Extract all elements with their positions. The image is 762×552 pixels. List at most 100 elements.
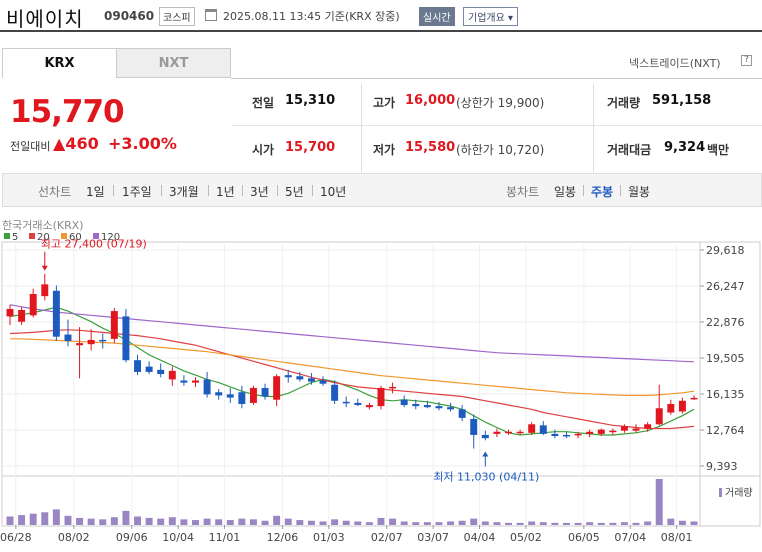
nextrade-label: 넥스트레이드(NXT) <box>629 57 721 70</box>
candle-body <box>168 370 176 380</box>
stock-header <box>0 0 762 32</box>
volume-bar <box>134 516 142 525</box>
stat-row-divider <box>232 125 762 126</box>
stat-divider <box>361 84 362 128</box>
open-label: 시가 <box>252 143 275 157</box>
x-tick-label: 05/02 <box>510 531 542 544</box>
y-tick-label: 16,135 <box>706 388 745 401</box>
high-label: 고가 <box>373 96 396 110</box>
ma-legend: 5 20 60 120 <box>4 232 120 243</box>
volume-bar <box>122 510 130 525</box>
toolbar-separator <box>583 185 584 196</box>
candle-body <box>354 402 362 406</box>
volume-bar <box>76 517 84 525</box>
period-1y[interactable]: 1년 <box>216 185 235 199</box>
legend-label: 5 <box>12 232 18 243</box>
company-overview-dropdown[interactable]: 기업개요 ▾ <box>463 7 518 26</box>
candle-body <box>215 392 223 396</box>
candle-body <box>284 375 292 378</box>
period-1d[interactable]: 1일 <box>86 185 105 199</box>
realtime-button[interactable]: 실시간 <box>419 7 455 26</box>
tab-nxt[interactable]: NXT <box>116 48 231 78</box>
volume-bar <box>203 518 211 525</box>
toolbar-separator <box>113 185 114 196</box>
legend-swatch <box>93 233 99 239</box>
volume-bar <box>423 522 431 525</box>
volume-value: 591,158 <box>652 93 712 108</box>
low-annotation: 최저 11,030 (04/11) <box>433 471 539 484</box>
ma-line-20 <box>9 329 695 430</box>
candle-body <box>87 339 95 345</box>
volume-bar <box>273 515 281 525</box>
volume-bar <box>551 522 559 525</box>
low-label: 저가 <box>373 143 396 157</box>
period-5y[interactable]: 5년 <box>285 185 304 199</box>
y-tick-label: 19,505 <box>706 352 745 365</box>
stock-code: 090460 <box>104 9 155 23</box>
x-tick-label: 10/04 <box>162 531 194 544</box>
ma-line-60 <box>10 338 695 396</box>
period-3m[interactable]: 3개월 <box>169 185 199 199</box>
candle-daily[interactable]: 일봉 <box>554 185 577 199</box>
candle-body <box>667 403 675 413</box>
tab-krx[interactable]: KRX <box>2 48 117 78</box>
toolbar-separator <box>242 185 243 196</box>
volume-bar <box>168 517 176 525</box>
chart-toolbar <box>2 173 762 207</box>
toolbar-separator <box>277 185 278 196</box>
stock-chart: 한국거래소(KRX) 5 20 60 120 최고 27,400 (07/19) 최저 … <box>0 219 761 544</box>
y-tick-label: 22,876 <box>706 316 745 329</box>
x-tick-label: 06/28 <box>0 531 32 544</box>
candle-body <box>203 379 211 395</box>
volume-bar <box>586 522 594 525</box>
candle-body <box>122 316 130 361</box>
volume-bar <box>435 522 443 525</box>
volume-bar <box>157 518 165 525</box>
candle-body <box>400 399 408 406</box>
candle-body <box>609 430 617 433</box>
candle-body <box>319 380 327 384</box>
period-3y[interactable]: 3년 <box>250 185 269 199</box>
candle-body <box>64 334 72 341</box>
candle-body <box>435 406 443 409</box>
market-badge: 코스피 <box>159 7 195 26</box>
period-10y[interactable]: 10년 <box>320 185 347 199</box>
volume-bar <box>180 519 188 525</box>
volume-bar <box>458 520 466 525</box>
help-icon[interactable]: ? <box>741 55 752 66</box>
x-tick-label: 11/01 <box>209 531 241 544</box>
volume-legend-label: 거래량 <box>725 487 753 499</box>
volume-bar <box>562 522 570 525</box>
trade-value: 9,324 <box>664 140 706 155</box>
candle-body <box>458 409 466 418</box>
volume-bar <box>261 520 269 525</box>
volume-bar <box>87 518 95 525</box>
candle-body <box>296 376 304 380</box>
high-annotation: 최고 27,400 (07/19) <box>41 238 147 251</box>
volume-bar <box>6 516 14 525</box>
high-arrow-head <box>41 265 48 271</box>
candle-body <box>238 392 246 404</box>
x-tick-label: 07/04 <box>614 531 646 544</box>
candle-body <box>586 431 594 434</box>
volume-bar <box>215 519 223 525</box>
volume-bar <box>296 520 304 525</box>
change-amount: 460 <box>65 134 99 153</box>
candle-monthly[interactable]: 월봉 <box>628 185 651 199</box>
candle-weekly[interactable]: 주봉 <box>591 185 614 199</box>
period-1w[interactable]: 1주일 <box>122 185 152 199</box>
x-tick-label: 04/04 <box>464 531 496 544</box>
volume-bar <box>226 520 234 525</box>
candle-body <box>539 425 547 434</box>
volume-bar <box>678 520 686 525</box>
volume-bar <box>365 522 373 525</box>
volume-bar <box>493 522 501 525</box>
volume-bar <box>539 522 547 525</box>
volume-bar <box>319 521 327 525</box>
volume-bar <box>481 521 489 525</box>
price-panel-frame <box>1 241 761 477</box>
candle-body <box>620 426 628 431</box>
x-tick-label: 02/07 <box>371 531 403 544</box>
trade-value-unit: 백만 <box>707 143 730 157</box>
volume-bar <box>331 519 339 525</box>
